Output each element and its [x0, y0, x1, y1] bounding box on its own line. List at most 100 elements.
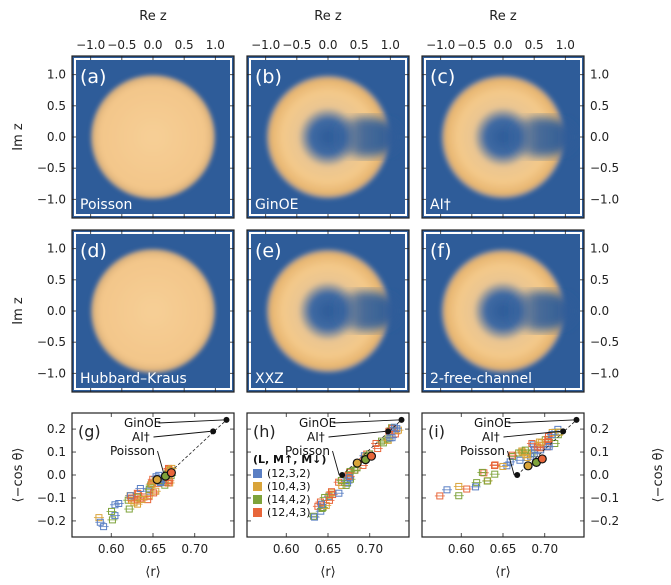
- x-tick-label: 0.60: [98, 542, 125, 556]
- reference-label: GinOE: [474, 416, 511, 430]
- reference-dashed-line: [516, 419, 577, 476]
- annotation-arrow: [157, 450, 165, 476]
- density-notch: [332, 291, 401, 331]
- panel-name: GinOE: [255, 197, 298, 213]
- reference-label: GinOE: [124, 416, 161, 430]
- legend-label: (14,4,2): [267, 493, 311, 506]
- x-tick-label: 0.5: [350, 38, 369, 52]
- reference-label: Poisson: [460, 444, 505, 458]
- legend-swatch: [253, 508, 262, 517]
- reference-point: [514, 472, 521, 478]
- y-axis-title: ⟨−cos θ⟩: [11, 448, 26, 503]
- x-tick-label: −1.0: [251, 38, 280, 52]
- legend-swatch: [253, 482, 262, 491]
- y-tick-label: −1.0: [590, 192, 619, 206]
- x-axis-title: Re z: [139, 9, 167, 24]
- x-tick-label: 0.5: [525, 38, 544, 52]
- reference-point: [573, 416, 580, 423]
- highlight-point: [152, 474, 162, 485]
- annotation-arrow: [328, 430, 386, 438]
- x-tick-label: 0.65: [140, 542, 167, 556]
- annotation-arrow: [153, 430, 211, 438]
- panel-tag: (e): [255, 240, 282, 262]
- density-disk: [90, 248, 216, 374]
- panel-tag: (f): [430, 240, 452, 262]
- density-disk: [90, 74, 216, 200]
- x-tick-label: −1.0: [426, 38, 455, 52]
- annotation-arrow: [332, 450, 340, 476]
- density-ring: [265, 74, 391, 200]
- scatter-frame: [246, 412, 410, 538]
- y-tick-label: −0.1: [590, 491, 619, 505]
- panel-tag: (d): [80, 240, 107, 262]
- y-tick-label: 0.0: [590, 468, 609, 482]
- annotation-arrow: [507, 450, 515, 476]
- y-tick-label: 0.0: [47, 304, 66, 318]
- y-tick-label: 0.5: [590, 99, 609, 113]
- y-tick-label: −0.1: [37, 491, 66, 505]
- x-axis-title: Re z: [489, 9, 517, 24]
- density-notch: [507, 117, 576, 157]
- scatter-row: 0.60 0.65 0.700.20.10.0−0.1−0.2(g) GinOEAI†…: [37, 412, 619, 556]
- spectrum-panel: (b) GinOE −1.0 −0.5 0.0 0.5 1.0: [246, 38, 410, 219]
- panel-tag: (g): [78, 422, 101, 441]
- x-tick-label: 0.70: [531, 542, 558, 556]
- y-tick-label: 0.0: [590, 304, 609, 318]
- y-tick-label: 0.1: [590, 445, 609, 459]
- y-tick-label: −1.0: [37, 192, 66, 206]
- x-axis-title: ⟨r⟩: [145, 565, 161, 580]
- y-tick-label: 1.0: [47, 242, 66, 256]
- y-axis-title: Im z: [11, 123, 26, 151]
- y-tick-label: 0.5: [590, 273, 609, 287]
- x-tick-label: 0.65: [315, 542, 342, 556]
- x-tick-label: −0.5: [107, 38, 136, 52]
- legend-label: (12,3,2): [267, 467, 311, 480]
- legend-label: (12,4,3): [267, 506, 311, 519]
- legend-swatch: [253, 495, 262, 504]
- reference-dashed-line: [341, 419, 402, 476]
- y-tick-label: 0.2: [47, 422, 66, 436]
- reference-label: AI†: [307, 430, 325, 444]
- x-axis-title: ⟨r⟩: [320, 565, 336, 580]
- y-tick-label: 0.5: [47, 99, 66, 113]
- y-tick-label: 0.0: [47, 468, 66, 482]
- reference-point: [385, 428, 392, 435]
- spectrum-panel: (e) XXZ: [246, 229, 410, 393]
- density-ring: [440, 248, 566, 374]
- panel-tag: (b): [255, 66, 282, 88]
- reference-point: [339, 472, 346, 478]
- annotation-arrow: [508, 419, 574, 424]
- reference-point: [560, 428, 567, 435]
- x-tick-label: 1.0: [381, 38, 400, 52]
- y-tick-label: −0.5: [37, 161, 66, 175]
- x-axis-title: Re z: [314, 9, 342, 24]
- density-notch: [507, 291, 576, 331]
- panel-name: Poisson: [80, 197, 132, 213]
- highlight-point: [537, 454, 547, 464]
- legend-swatch: [253, 469, 262, 478]
- y-axis-title: Im z: [11, 297, 26, 325]
- y-tick-label: 0.1: [47, 445, 66, 459]
- panel-name: 2-free-channel: [430, 371, 532, 387]
- x-tick-label: 0.5: [175, 38, 194, 52]
- reference-point: [210, 428, 217, 435]
- reference-label: AI†: [482, 430, 500, 444]
- panel-tag: (i): [428, 422, 445, 441]
- panel-name: XXZ: [255, 371, 284, 387]
- y-tick-label: −0.5: [37, 335, 66, 349]
- x-tick-label: −1.0: [76, 38, 105, 52]
- density-ring: [265, 248, 391, 374]
- highlight-point: [366, 451, 377, 461]
- highlight-point: [352, 458, 362, 468]
- panel-tag: (a): [80, 66, 106, 88]
- y-tick-label: −0.2: [37, 514, 66, 528]
- y-tick-label: −0.2: [590, 514, 619, 528]
- y-tick-label: 0.0: [47, 130, 66, 144]
- x-tick-label: 0.70: [356, 542, 383, 556]
- density-notch: [332, 117, 401, 157]
- annotation-arrow: [503, 430, 561, 438]
- spectrum-panel: (f) 2-free-channel 1.0 0.5 0.0 −0.5 −1.0: [421, 229, 619, 393]
- y-tick-label: 0.0: [590, 130, 609, 144]
- highlight-point: [166, 468, 176, 478]
